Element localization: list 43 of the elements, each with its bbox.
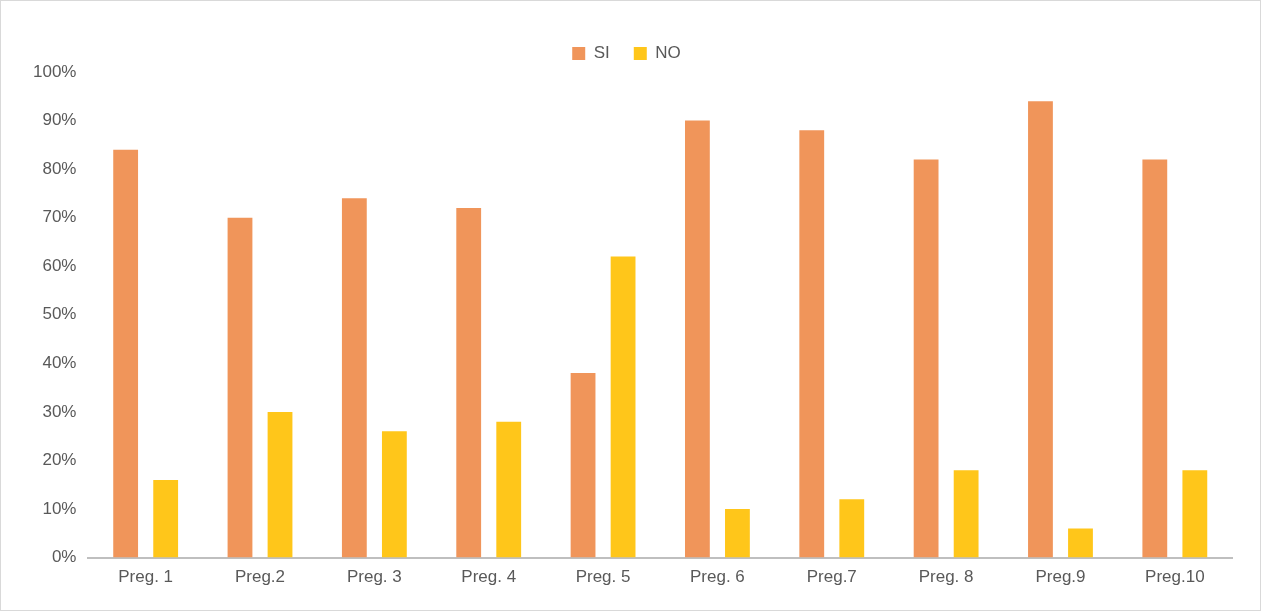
bar <box>341 198 367 558</box>
y-tick-label: 90% <box>42 110 77 130</box>
bar <box>725 509 750 558</box>
y-tick-label: 80% <box>42 158 77 178</box>
bar <box>113 149 139 558</box>
y-tick-label: 40% <box>42 353 77 373</box>
bar <box>1142 159 1168 558</box>
y-tick-label: 70% <box>42 207 77 227</box>
x-tick-label: Preg. 1 <box>118 567 174 587</box>
bar <box>227 217 253 558</box>
bar <box>456 207 482 558</box>
bar <box>153 479 179 558</box>
x-tick-label: Preg.10 <box>1145 567 1205 587</box>
x-tick-label: Preg. 8 <box>918 567 974 587</box>
y-tick-label: 10% <box>42 498 77 518</box>
x-tick-label: Preg. 3 <box>346 567 402 587</box>
x-tick-label: Preg.7 <box>806 567 857 587</box>
bar <box>953 470 979 558</box>
bar <box>1068 528 1093 558</box>
y-tick-label: 100% <box>33 61 77 81</box>
bar <box>267 411 293 558</box>
bar <box>799 130 825 558</box>
y-tick-label: 20% <box>42 450 77 470</box>
y-tick-label: 30% <box>42 401 77 421</box>
y-tick-label: 0% <box>51 547 77 567</box>
bar <box>1182 470 1208 558</box>
bar <box>685 120 710 558</box>
bar <box>570 373 596 558</box>
x-tick-label: Preg.2 <box>234 567 286 587</box>
x-tick-label: Preg.9 <box>1035 567 1086 587</box>
bar <box>913 159 939 558</box>
bar <box>1028 101 1053 558</box>
legend-label: SI <box>593 43 610 63</box>
y-tick-label: 50% <box>42 304 77 324</box>
bar <box>496 421 522 558</box>
y-tick-label: 60% <box>42 255 77 275</box>
x-tick-label: Preg. 4 <box>461 567 517 587</box>
x-tick-label: Preg. 6 <box>690 567 745 587</box>
x-tick-label: Preg. 5 <box>575 567 631 587</box>
bar <box>839 499 865 558</box>
bar <box>610 256 636 558</box>
legend-label: NO <box>655 43 681 63</box>
bar <box>381 431 407 558</box>
